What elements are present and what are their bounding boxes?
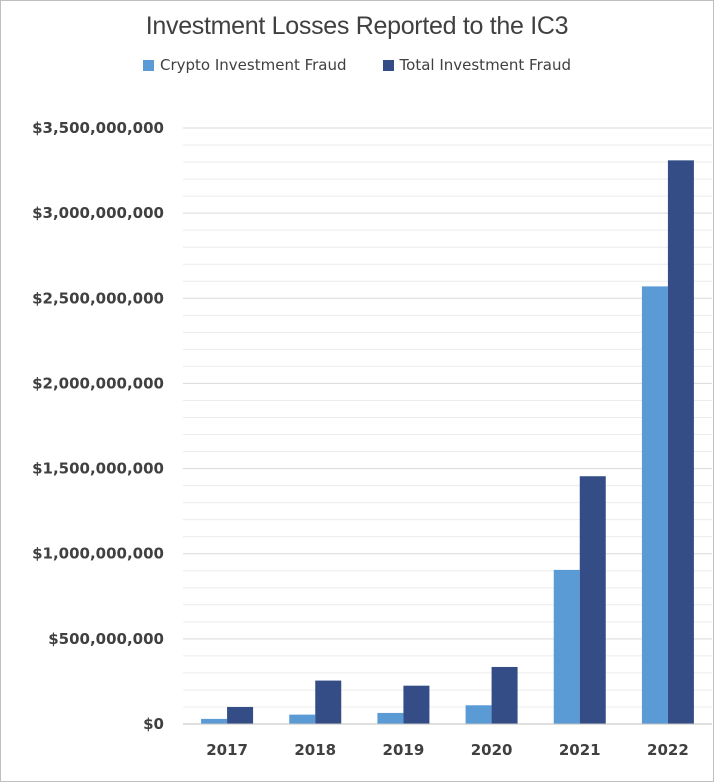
legend-item-crypto: Crypto Investment Fraud [143, 56, 347, 74]
y-tick-label: $3,000,000,000 [32, 204, 164, 222]
legend-label-total: Total Investment Fraud [399, 56, 571, 74]
bar-crypto-2020 [465, 705, 492, 724]
x-tick-label: 2019 [383, 741, 425, 759]
bar-crypto-2021 [553, 569, 580, 724]
y-tick-label: $2,500,000,000 [32, 289, 164, 307]
bar-total-2017 [227, 706, 254, 724]
legend-swatch-total [382, 59, 394, 71]
bar-crypto-2019 [377, 712, 404, 724]
bar-crypto-2017 [201, 718, 228, 724]
legend-swatch-crypto [143, 59, 154, 71]
bar-crypto-2022 [641, 286, 668, 724]
y-tick-label: $3,500,000,000 [32, 119, 164, 137]
chart-title: Investment Losses Reported to the IC3 [145, 12, 569, 40]
y-tick-label: $1,000,000,000 [32, 545, 164, 563]
y-tick-label: $2,000,000,000 [32, 374, 164, 392]
bar-crypto-2018 [289, 714, 316, 724]
bar-total-2018 [315, 680, 342, 724]
x-tick-label: 2020 [471, 741, 513, 759]
x-tick-label: 2021 [559, 741, 601, 759]
legend-item-total: Total Investment Fraud [382, 56, 571, 74]
x-tick-label: 2018 [294, 741, 336, 759]
y-tick-label: $0 [143, 715, 164, 733]
legend-label-crypto: Crypto Investment Fraud [160, 56, 347, 74]
bar-total-2019 [403, 685, 430, 724]
y-tick-label: $500,000,000 [48, 630, 164, 648]
x-tick-label: 2022 [647, 741, 689, 759]
bar-total-2022 [667, 160, 694, 725]
chart-legend: Crypto Investment Fraud Total Investment… [0, 56, 714, 74]
bar-total-2021 [579, 476, 606, 724]
bar-total-2020 [491, 666, 518, 724]
x-tick-label: 2017 [206, 741, 248, 759]
y-tick-label: $1,500,000,000 [32, 460, 164, 478]
